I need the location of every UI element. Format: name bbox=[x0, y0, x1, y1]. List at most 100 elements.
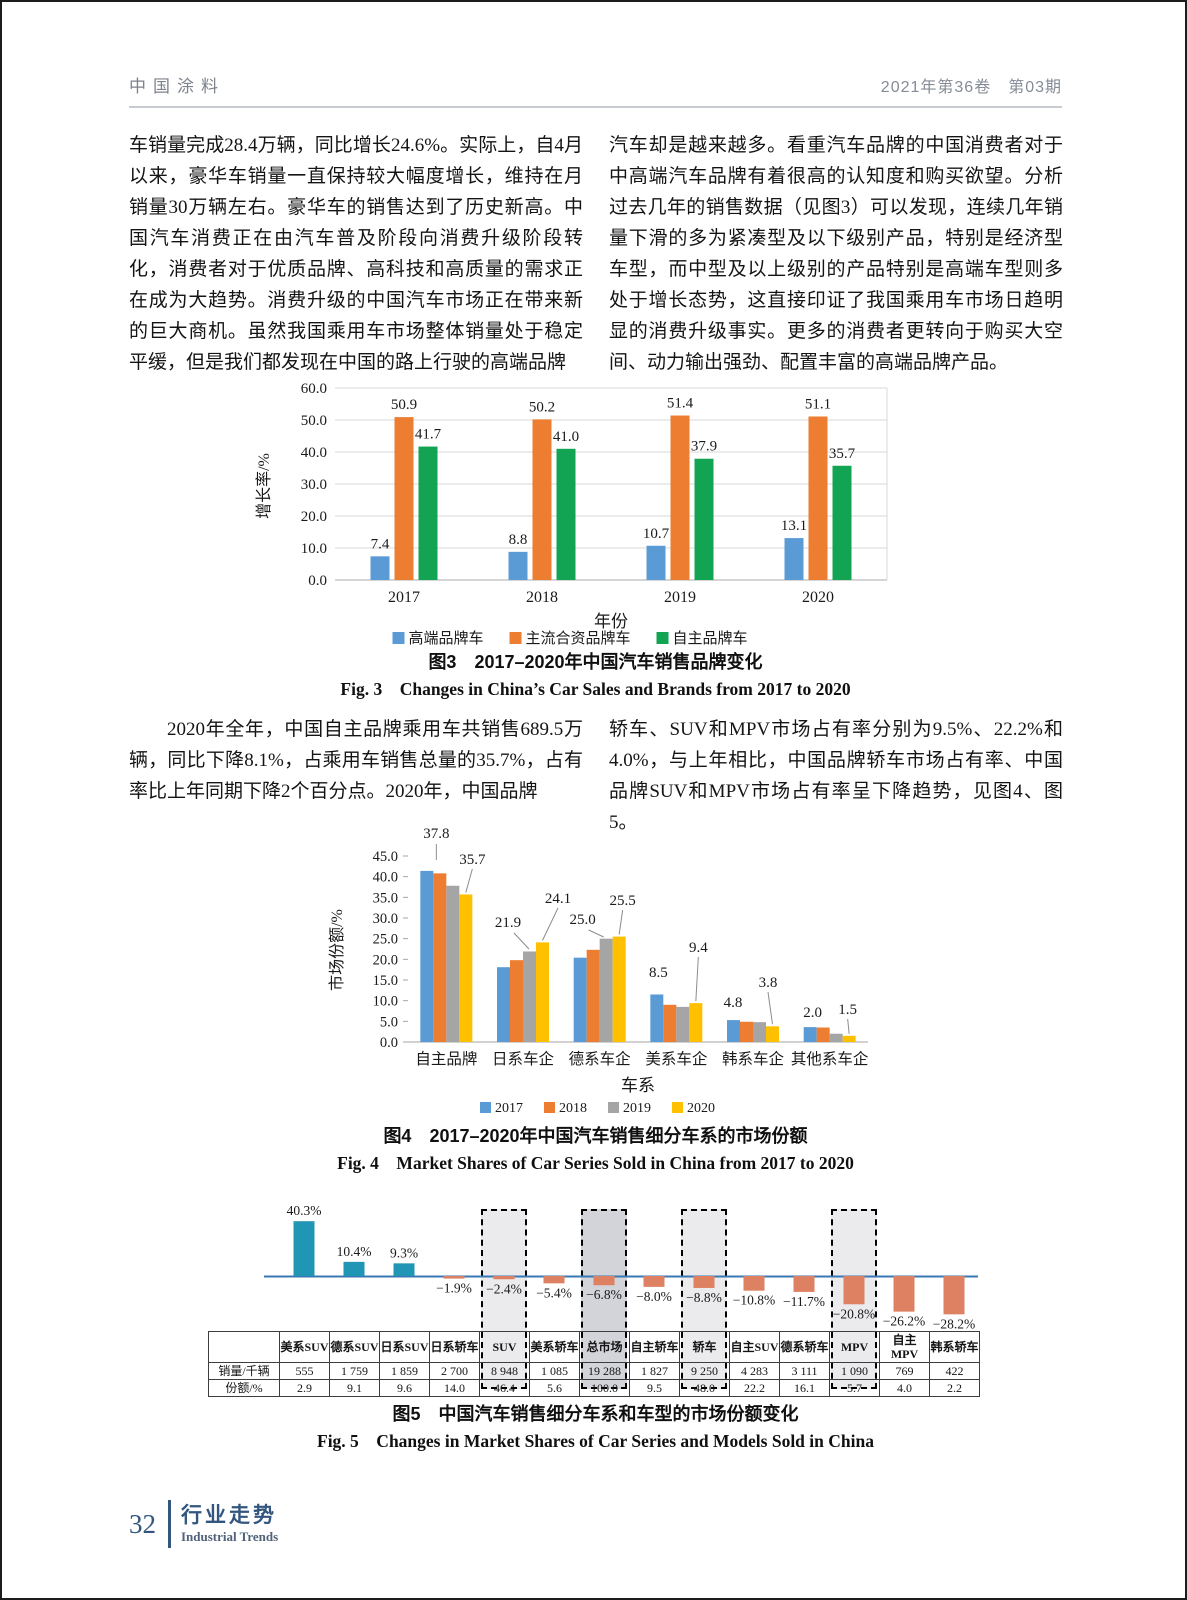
fig3-caption-en: Fig. 3 Changes in China’s Car Sales and … bbox=[340, 679, 851, 699]
bar bbox=[523, 951, 536, 1042]
fig5-cell: 4 283 bbox=[729, 1362, 780, 1380]
fig5-cell: 1 827 bbox=[629, 1362, 680, 1380]
legend-swatch bbox=[480, 1102, 491, 1113]
fig5-col-header: 总市场 bbox=[579, 1331, 630, 1363]
label-2019: 8.5 bbox=[649, 965, 668, 981]
y-tick-label: 35.0 bbox=[373, 890, 398, 906]
bar bbox=[793, 1276, 815, 1292]
fig5-cell: 422 bbox=[929, 1362, 980, 1380]
bar bbox=[599, 938, 613, 1042]
column-left: 车销量完成28.4万辆，同比增长24.6%。实际上，自4月以来，豪华车销量一直保… bbox=[129, 130, 583, 378]
bar-value-label: 37.9 bbox=[691, 439, 717, 455]
bar bbox=[394, 417, 414, 580]
bar bbox=[694, 458, 714, 580]
bar-value-label: −2.4% bbox=[486, 1281, 522, 1296]
fig5-cell: 1 085 bbox=[529, 1362, 580, 1380]
leader-line bbox=[542, 907, 559, 941]
y-tick-label: 25.0 bbox=[373, 932, 398, 948]
bar bbox=[586, 949, 600, 1042]
x-tick-label: 2020 bbox=[802, 589, 834, 606]
bar bbox=[446, 885, 460, 1042]
y-tick-label: 20.0 bbox=[373, 952, 398, 968]
y-tick-label: 10.0 bbox=[301, 541, 327, 557]
y-tick-label: 20.0 bbox=[301, 509, 327, 525]
bar bbox=[433, 873, 447, 1042]
legend-swatch bbox=[672, 1102, 683, 1113]
fig5-col-header: 轿车 bbox=[679, 1331, 730, 1363]
bar-value-label: −10.8% bbox=[733, 1293, 775, 1308]
fig5-cell: 1 090 bbox=[829, 1362, 880, 1380]
bar-value-label: −28.2% bbox=[933, 1316, 975, 1331]
fig5-col-header: 德系SUV bbox=[329, 1331, 380, 1363]
fig5-caption-en: Fig. 5 Changes in Market Shares of Car S… bbox=[317, 1431, 874, 1451]
bar bbox=[727, 1020, 740, 1042]
legend-swatch bbox=[544, 1102, 555, 1113]
fig5-col-header: 美系SUV bbox=[279, 1331, 330, 1363]
bar bbox=[650, 994, 664, 1042]
bar bbox=[842, 1035, 856, 1042]
y-tick-label: 5.0 bbox=[380, 1014, 398, 1030]
page-number: 32 bbox=[129, 1508, 156, 1539]
fig5-cell: 5.6 bbox=[529, 1379, 580, 1397]
bar bbox=[370, 556, 390, 580]
y-tick-label: 40.0 bbox=[373, 870, 398, 886]
bar bbox=[293, 1221, 315, 1276]
label-2020: 35.7 bbox=[459, 852, 486, 868]
fig5-row-label: 销量/千辆 bbox=[208, 1362, 280, 1380]
fig5-cell: 9.5 bbox=[629, 1379, 680, 1397]
legend-swatch bbox=[509, 632, 522, 644]
x-tick-label: 美系车企 bbox=[645, 1050, 708, 1068]
fig5-cell: 555 bbox=[279, 1362, 330, 1380]
section-title-en: Industrial Trends bbox=[181, 1529, 279, 1544]
fig5-col-header: 韩系轿车 bbox=[929, 1331, 980, 1363]
bar bbox=[808, 416, 828, 580]
label-2020: 1.5 bbox=[838, 1002, 857, 1018]
bar-value-label: −26.2% bbox=[883, 1314, 925, 1329]
bar-value-label: −8.0% bbox=[636, 1289, 672, 1304]
fig5-cell: 2.2 bbox=[929, 1379, 980, 1397]
fig5-cell: 1 859 bbox=[379, 1362, 430, 1380]
y-tick-label: 30.0 bbox=[301, 477, 327, 493]
label-2019: 2.0 bbox=[803, 1005, 822, 1021]
bar bbox=[843, 1276, 865, 1305]
bar bbox=[593, 1276, 615, 1286]
fig5-col-header: 德系轿车 bbox=[779, 1331, 830, 1363]
fig5-cell: 5.7 bbox=[829, 1379, 880, 1397]
paragraph: 2020年全年，中国自主品牌乘用车共销售689.5万辆，同比下降8.1%，占乘用… bbox=[129, 719, 583, 802]
label-2020: 25.5 bbox=[610, 893, 636, 909]
bar-value-label: 9.3% bbox=[390, 1245, 418, 1260]
fig5-figure: 40.3% 10.4% 9.3% −1.9% −2.4% −5.4% −6.8% −8.0% −… bbox=[208, 1187, 980, 1397]
legend-swatch bbox=[392, 632, 405, 644]
leader-line bbox=[465, 868, 473, 893]
column-left: 2020年全年，中国自主品牌乘用车共销售689.5万辆，同比下降8.1%，占乘用… bbox=[129, 714, 583, 838]
x-tick-label: 韩系车企 bbox=[722, 1050, 785, 1068]
bar-value-label: 10.7 bbox=[643, 526, 670, 542]
leader-line bbox=[513, 932, 530, 950]
bar bbox=[829, 1033, 843, 1042]
bar-value-label: 51.4 bbox=[667, 396, 694, 412]
bar bbox=[510, 960, 523, 1042]
bar bbox=[743, 1276, 765, 1291]
bar-value-label: 50.2 bbox=[529, 399, 555, 415]
fig5-cell: 8 948 bbox=[479, 1362, 530, 1380]
x-axis-title: 年份 bbox=[594, 612, 628, 631]
bar bbox=[832, 465, 852, 580]
bar bbox=[893, 1276, 915, 1312]
y-tick-label: 45.0 bbox=[373, 849, 398, 865]
bar bbox=[493, 1276, 515, 1280]
legend-swatch bbox=[656, 632, 669, 644]
bar bbox=[543, 1276, 565, 1284]
fig5-cell: 9.1 bbox=[329, 1379, 380, 1397]
bar-value-label: −11.7% bbox=[783, 1294, 825, 1309]
y-tick-label: 30.0 bbox=[373, 911, 398, 927]
bar bbox=[676, 1006, 690, 1042]
bar bbox=[536, 942, 549, 1042]
fig3-chart: 0.0 10.0 20.0 30.0 40.0 50.0 60.0 增长率/% 7.4 50.9 4… bbox=[255, 381, 888, 647]
legend-label: 2019 bbox=[623, 1101, 651, 1116]
bar bbox=[443, 1276, 465, 1279]
bar bbox=[556, 448, 576, 580]
label-2020: 9.4 bbox=[689, 940, 708, 956]
fig5-col-header: MPV bbox=[829, 1331, 880, 1363]
bar bbox=[689, 1003, 703, 1042]
